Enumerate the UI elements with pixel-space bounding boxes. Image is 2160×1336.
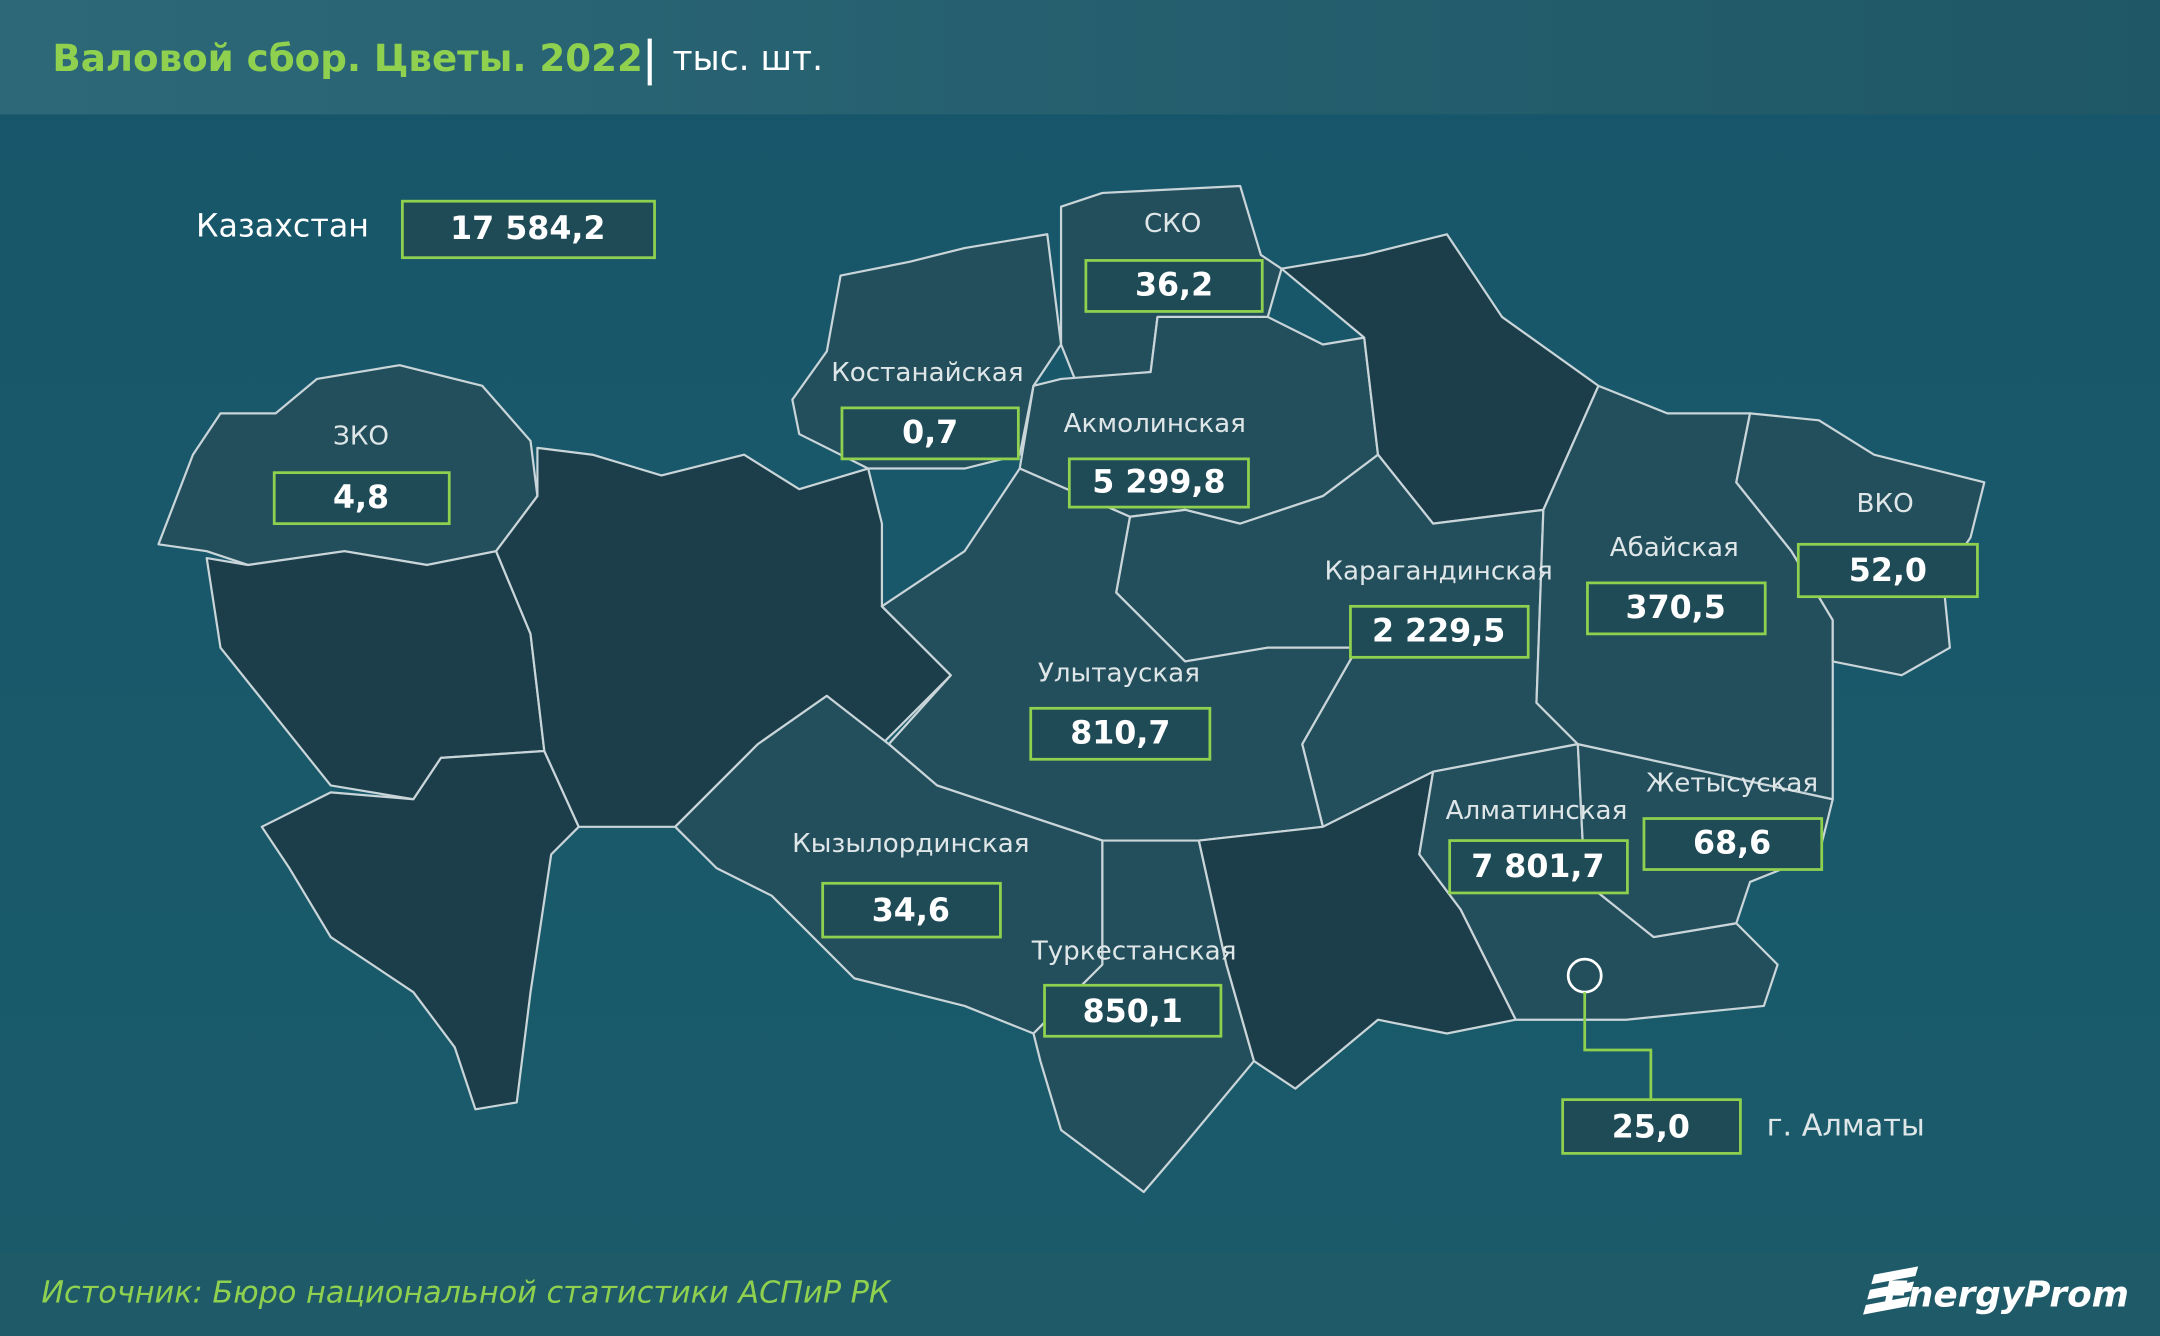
region-value: 2 229,5	[1372, 614, 1505, 650]
region-value: 810,7	[1070, 715, 1170, 751]
region-value: 68,6	[1693, 826, 1771, 862]
region-shape	[260, 749, 580, 1111]
region-name: Карагандинская	[1324, 556, 1552, 586]
region-value: 0,7	[902, 415, 958, 451]
value-box	[400, 199, 656, 260]
source: Источник: Бюро национальной статистики А…	[41, 1275, 892, 1310]
title: Валовой сбор. Цветы. 2022	[52, 36, 643, 80]
region-shape	[1197, 770, 1517, 1090]
region-name: Акмолинская	[1064, 409, 1246, 439]
value-box	[840, 406, 1020, 461]
logo: EnergyProm	[1883, 1275, 2129, 1316]
region-value: 4,8	[333, 480, 389, 516]
total-value: 17 584,2	[450, 211, 605, 247]
region-name: ВКО	[1857, 489, 1914, 519]
region-name: Кызылординская	[792, 829, 1029, 859]
value-box	[1084, 259, 1264, 313]
separator	[647, 38, 652, 86]
region-name: Абайская	[1610, 533, 1739, 563]
region-value: 370,5	[1626, 590, 1726, 626]
value-box	[1796, 542, 1979, 599]
region-value: 34,6	[872, 893, 950, 929]
region-value: 52,0	[1849, 553, 1927, 589]
value-box	[1586, 581, 1767, 636]
value-box	[1448, 839, 1629, 895]
region-name: Улытауская	[1038, 658, 1200, 688]
region-name: Жетысуская	[1646, 769, 1818, 799]
value-box	[272, 471, 451, 526]
logo-mark	[1863, 1266, 1919, 1315]
region-value: 36,2	[1135, 268, 1213, 304]
header-band	[0, 0, 2160, 115]
region-name: г. Алматы	[1767, 1109, 1925, 1144]
region-name: СКО	[1144, 209, 1201, 239]
value-box	[1561, 1098, 1742, 1155]
region-name: Алматинская	[1446, 796, 1628, 826]
value-box	[1642, 817, 1824, 871]
value-box	[821, 881, 1002, 939]
region-name: ЗКО	[333, 421, 389, 451]
value-box	[1067, 457, 1250, 509]
leader-line	[1583, 992, 1653, 1100]
region-value: 25,0	[1612, 1110, 1690, 1146]
value-box	[1349, 604, 1530, 659]
region-name: Костанайская	[831, 358, 1023, 388]
total-label: Казахстан	[196, 208, 369, 244]
value-box	[1043, 983, 1223, 1038]
region-name: Туркестанская	[1031, 937, 1237, 967]
region-value: 850,1	[1083, 994, 1183, 1030]
region-value: 7 801,7	[1471, 849, 1604, 885]
region-value: 5 299,8	[1092, 465, 1225, 501]
value-box	[1029, 706, 1212, 761]
unit: тыс. шт.	[672, 39, 823, 79]
footer-band	[0, 1251, 2160, 1336]
